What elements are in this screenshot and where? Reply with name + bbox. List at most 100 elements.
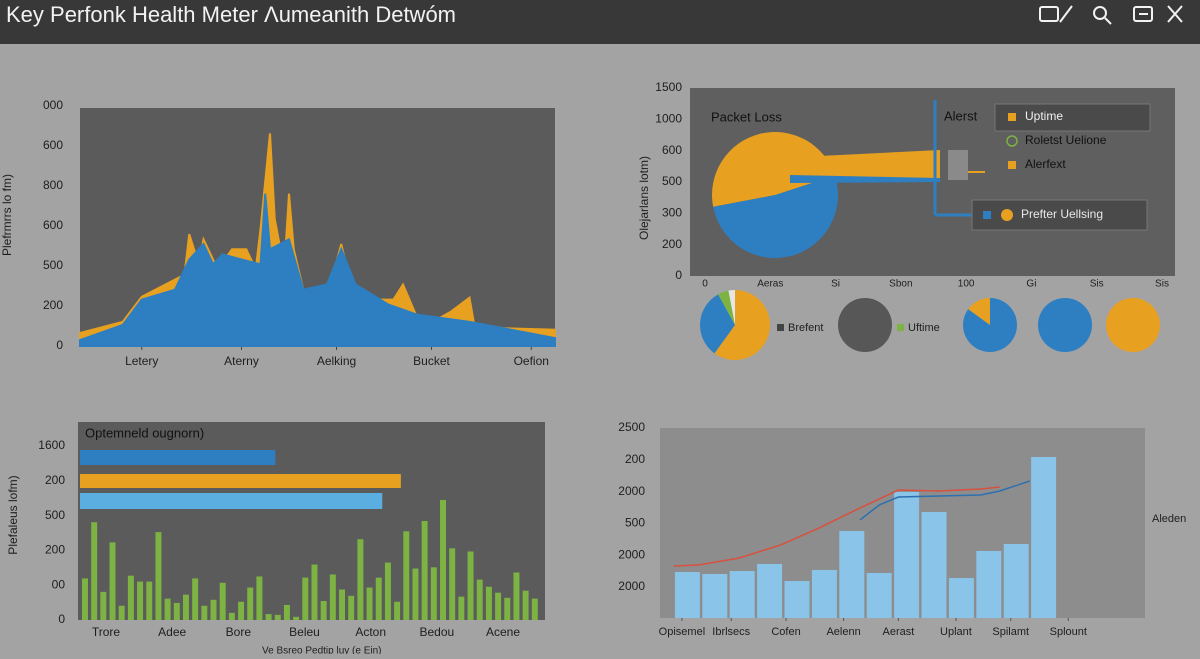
y-tick-label: 1000 <box>655 112 682 126</box>
x-tick-label: Letery <box>125 354 158 368</box>
y-tick-label: 600 <box>43 218 63 232</box>
x-tick-label: Ibrlsecs <box>712 626 750 638</box>
x-tick-label: Aeras <box>757 279 783 290</box>
icon-panel[interactable] <box>1133 6 1153 22</box>
bar <box>784 580 810 618</box>
bar <box>339 589 346 620</box>
bar <box>155 532 162 620</box>
x-tick-label: Bedou <box>419 625 454 639</box>
bar <box>274 614 281 620</box>
bar <box>894 491 920 618</box>
y-tick-label: 2500 <box>618 420 645 434</box>
y-tick-label: 200 <box>45 473 65 487</box>
y-tick-label: 500 <box>625 516 645 530</box>
hbar <box>80 474 401 488</box>
y-tick-label: 2000 <box>618 547 645 561</box>
bar <box>674 572 700 618</box>
y-tick-label: 1500 <box>655 80 682 94</box>
icon-slash[interactable] <box>1059 5 1073 23</box>
legend-label: Alerfext <box>1025 157 1066 171</box>
bar <box>384 562 391 620</box>
x-tick-label: Trore <box>92 625 121 639</box>
y-tick-label: 500 <box>43 258 63 272</box>
bar <box>375 577 382 620</box>
pie-slice <box>838 298 892 352</box>
bar <box>118 605 125 620</box>
y-tick-label: 200 <box>43 298 63 312</box>
bar <box>366 587 373 620</box>
x-tick-label: Aterny <box>224 354 259 368</box>
y-tick-label: 200 <box>625 452 645 466</box>
bar <box>164 598 171 620</box>
x-tick-label: Sbon <box>889 279 912 290</box>
bar <box>283 604 290 620</box>
y-tick-label: 00 <box>52 577 66 591</box>
bar <box>495 592 502 620</box>
pie-label: Brefent <box>788 322 823 334</box>
bar <box>1031 457 1057 618</box>
decor-band <box>740 150 940 180</box>
bar <box>504 597 511 620</box>
pie-slice <box>1106 298 1160 352</box>
bar <box>476 579 483 620</box>
bar <box>702 573 728 618</box>
pie-slice <box>968 298 990 325</box>
x-tick-label: Uplant <box>940 626 972 638</box>
footnote: Ve Bsreo Pedtip luy (e Ein) <box>262 646 382 654</box>
icon-close[interactable] <box>1167 5 1183 23</box>
y-tick-label: 600 <box>662 143 682 157</box>
bar <box>729 571 755 618</box>
bar <box>403 531 410 620</box>
bar <box>839 530 865 618</box>
pie-slice <box>728 290 735 325</box>
note: Prefter Uellsing <box>1021 207 1103 221</box>
hbar <box>80 493 383 509</box>
window-icons <box>1039 5 1183 25</box>
bar <box>531 598 538 620</box>
legend-label: Aleden <box>1152 513 1186 525</box>
y-tick-label: 000 <box>43 98 63 112</box>
icon-search[interactable] <box>1093 6 1107 20</box>
x-tick-label: Adee <box>158 625 186 639</box>
pie-slice <box>713 175 838 258</box>
decor-band <box>790 175 940 183</box>
bar <box>485 586 492 620</box>
legend-marker <box>1008 161 1016 169</box>
legend-marker <box>1006 135 1018 147</box>
y-axis-label: Plefaleus lofm) <box>6 475 20 554</box>
y-axis-label: Olejarlans lotm) <box>637 156 651 240</box>
bar <box>311 564 318 620</box>
x-tick-label: Oefion <box>514 354 549 368</box>
pie-slice <box>718 290 735 325</box>
y-tick-label: 500 <box>45 508 65 522</box>
pie-slice <box>1038 298 1092 352</box>
y-tick-label: 0 <box>58 612 65 626</box>
title-bar <box>0 0 1200 44</box>
pie-legend-marker <box>777 324 784 331</box>
bar <box>757 563 783 618</box>
bar <box>91 522 98 620</box>
y-tick-label: 2000 <box>618 484 645 498</box>
bar <box>921 511 947 618</box>
bar <box>522 590 529 620</box>
x-tick-label: Bucket <box>413 354 450 368</box>
icon-window[interactable] <box>1039 6 1059 22</box>
decor-box <box>948 150 968 180</box>
bar <box>394 601 401 620</box>
bar <box>127 575 134 620</box>
bar <box>201 605 208 620</box>
bar <box>146 581 153 620</box>
bar <box>357 539 364 620</box>
bar <box>228 612 235 620</box>
bar <box>265 614 272 620</box>
bar <box>109 542 116 620</box>
chart-title: Optemneld ougnorn) <box>85 425 204 440</box>
bar <box>320 600 327 620</box>
y-tick-label: 0 <box>56 338 63 352</box>
bar <box>302 577 309 620</box>
x-tick-label: 100 <box>958 279 975 290</box>
x-tick-label: Aelenn <box>826 626 860 638</box>
y-tick-label: 800 <box>43 178 63 192</box>
bar <box>100 591 107 620</box>
